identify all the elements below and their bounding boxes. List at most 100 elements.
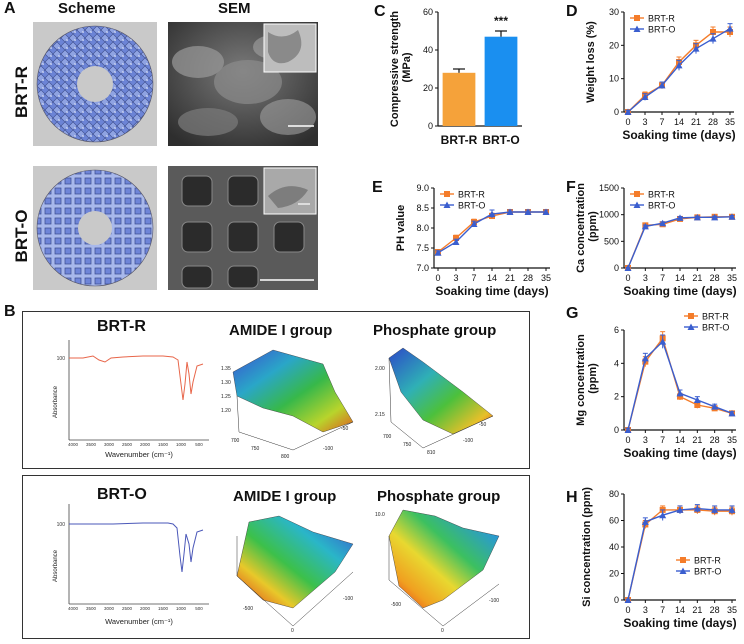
- phosphate-tick: -50: [479, 422, 486, 428]
- y-tick-label: 40: [609, 542, 619, 552]
- data-point-brt-o: [624, 596, 632, 603]
- amide-title: AMIDE I group: [233, 488, 337, 505]
- y-axis-label: PH value: [395, 205, 407, 251]
- data-point-brt-r: [694, 402, 701, 408]
- y-tick-label: 8.0: [416, 223, 429, 233]
- x-tick-label: 3: [643, 273, 648, 283]
- ftir-ytick: 100: [57, 356, 66, 362]
- amide-tick: 800: [281, 454, 290, 460]
- x-tick-label: 3: [643, 435, 648, 445]
- legend-marker: [688, 313, 694, 319]
- scheme-header: Scheme: [58, 0, 116, 17]
- ftir-xtick: 2500: [122, 442, 133, 447]
- data-point-brt-o: [624, 264, 632, 271]
- scheme-image-brt-o: [33, 166, 157, 290]
- x-tick-label: 0: [625, 605, 630, 615]
- y-tick-label: 0: [614, 107, 619, 117]
- data-point-brt-o: [524, 208, 532, 215]
- data-point-brt-o: [542, 208, 550, 215]
- chart-weight-loss: D 0 10 20 30 Weight loss (%) 0 3 7 14 21 28 35Soakin…: [566, 3, 736, 142]
- ftir-xtick: 4000: [68, 442, 79, 447]
- x-tick-label: 35: [541, 273, 551, 283]
- phosphate-tick: 0: [441, 628, 444, 634]
- ftir-ylabel: Absorbance: [53, 549, 59, 582]
- amide-tick: 700: [231, 438, 240, 444]
- data-point-brt-o: [506, 208, 514, 215]
- ftir-xtick: 1500: [158, 606, 169, 611]
- data-point-brt-r: [453, 235, 459, 241]
- data-point-brt-o: [711, 213, 719, 221]
- x-axis-label: Soaking time (days): [623, 284, 736, 298]
- series-line-brt-o: [627, 340, 733, 431]
- data-point-brt-r: [710, 29, 716, 35]
- x-tick-label: 28: [710, 273, 720, 283]
- data-point-brt-o: [676, 214, 684, 221]
- y-tick-label: 0: [614, 263, 619, 273]
- series-line-brt-r: [627, 336, 733, 431]
- panel-a-label: A: [4, 0, 16, 17]
- x-tick-label: 28: [708, 117, 718, 127]
- x-tick-label: 35: [727, 273, 737, 283]
- y-tick-label: 10: [609, 74, 619, 84]
- y-tick-label: 7.0: [416, 263, 429, 273]
- y-tick-label: 0: [614, 595, 619, 605]
- data-point-brt-o: [728, 506, 736, 513]
- data-point-brt-o: [693, 213, 701, 221]
- chart-compressive-strength: C 0 20 40 60 Compressive strength (MPa) BRT-R B…: [374, 3, 522, 147]
- x-tick-label: 14: [674, 117, 684, 127]
- ftir-xtick: 3500: [86, 606, 97, 611]
- data-point-brt-o: [659, 219, 667, 227]
- y-tick-label: 20: [609, 40, 619, 50]
- y-tick-label: 1000: [599, 210, 619, 220]
- ftir-ylabel: Absorbance: [53, 385, 59, 418]
- legend-label: BRT-R: [648, 190, 675, 200]
- y-axis-label: Compressive strength (MPa): [389, 11, 413, 127]
- x-tick-label: BRT-O: [482, 133, 519, 147]
- y-tick-label: 8.5: [416, 203, 429, 213]
- y-tick-label: 20: [609, 569, 619, 579]
- x-tick-label: 35: [727, 435, 737, 445]
- y-axis-label: Si concentration (ppm): [581, 487, 593, 607]
- y-axis-label: Ca concentration (ppm): [575, 183, 599, 273]
- phosphate-tick: 810: [427, 450, 436, 456]
- ftir-xtick: 500: [195, 606, 203, 611]
- y-axis-label: Mg concentration (ppm): [575, 334, 599, 426]
- amide-tick: 1.20: [221, 408, 231, 414]
- data-point-brt-o: [726, 25, 734, 32]
- x-tick-label: 28: [523, 273, 533, 283]
- x-tick-label: 3: [453, 273, 458, 283]
- sem-image-brt-o: [168, 166, 318, 290]
- chart-si: H 0 20 40 60 80 Si concentration (ppm) 0 3 7 14 21 2…: [566, 487, 737, 630]
- amide-title: AMIDE I group: [229, 322, 333, 339]
- x-tick-label: 7: [660, 273, 665, 283]
- x-tick-label: 0: [625, 435, 630, 445]
- panel-b-label: B: [4, 303, 16, 320]
- amide-tick: -100: [343, 596, 353, 602]
- phosphate-tick: -100: [463, 438, 473, 444]
- data-point-brt-o: [676, 506, 684, 513]
- ftir-xtick: 3500: [86, 442, 97, 447]
- data-point-brt-o: [658, 81, 666, 89]
- legend-label: BRT-O: [458, 201, 485, 211]
- x-tick-label: BRT-R: [441, 133, 478, 147]
- x-tick-label: 21: [692, 435, 702, 445]
- amide-tick: 750: [251, 446, 260, 452]
- ftir-xlabel: Wavenumber (cm⁻¹): [105, 450, 173, 459]
- legend-marker: [634, 191, 640, 197]
- data-point-brt-o: [659, 338, 667, 345]
- data-point-brt-o: [693, 505, 701, 512]
- x-tick-label: 35: [725, 117, 735, 127]
- data-point-brt-o: [693, 396, 701, 403]
- panel-label: E: [372, 179, 383, 196]
- y-tick-label: 9.0: [416, 183, 429, 193]
- panel-label: H: [566, 489, 578, 506]
- x-tick-label: 0: [435, 273, 440, 283]
- y-tick-label: 2: [614, 392, 619, 402]
- legend-label: BRT-O: [694, 567, 721, 577]
- legend-label: BRT-O: [702, 323, 729, 333]
- scheme-image-brt-r: [33, 22, 157, 146]
- ftir-plots-brt-r: 100 Absorbance 4000 3500 3000 2500 2000 …: [53, 340, 494, 460]
- data-point-brt-o: [624, 426, 632, 433]
- ftir-xtick: 3000: [104, 442, 115, 447]
- ftir-xtick: 4000: [68, 606, 79, 611]
